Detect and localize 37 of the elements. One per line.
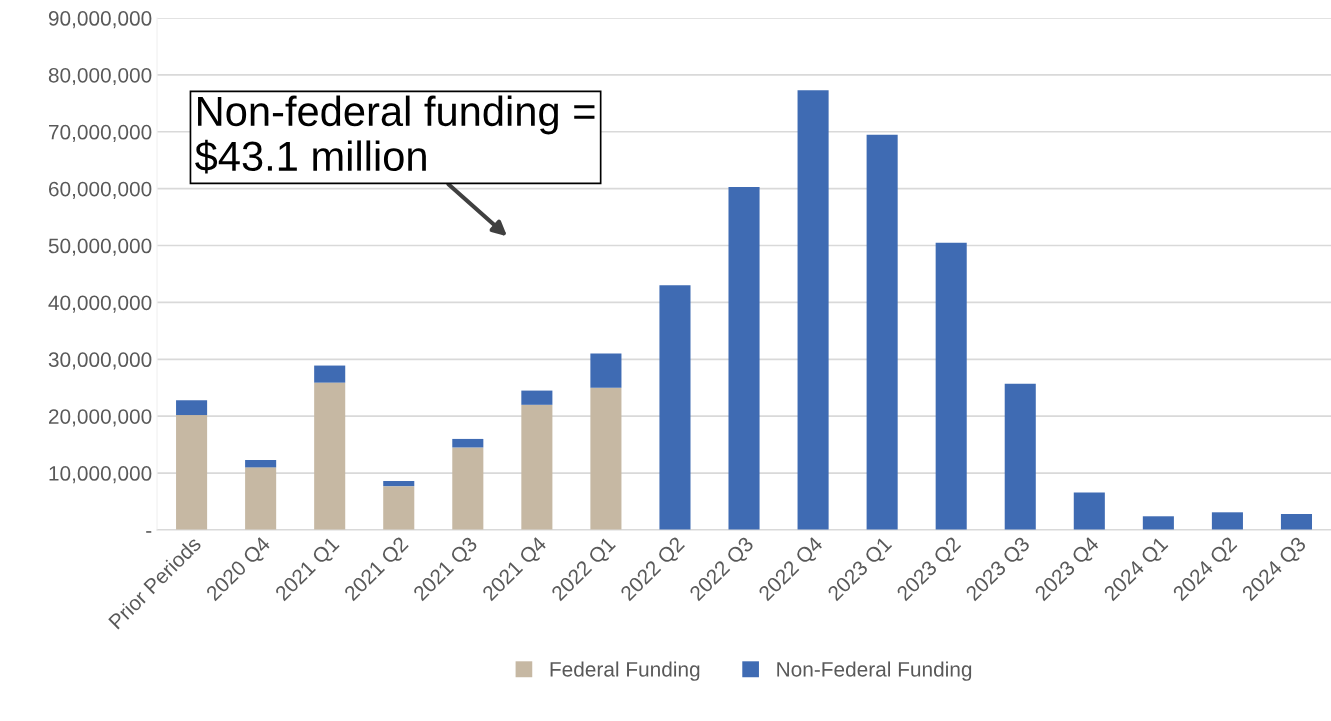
bar [590,387,622,530]
bar [383,481,415,487]
legend-label: Non-Federal Funding [777,661,972,681]
bar [1004,383,1036,530]
bar [797,90,829,530]
y-tick-label: 90,000,000 [48,11,152,29]
y-tick-label: - [146,531,152,533]
y-tick-label: 30,000,000 [48,352,152,370]
bar [245,459,277,468]
bar [521,390,553,405]
y-tick-label: 60,000,000 [49,181,152,199]
y-tick-label: 10,000,000 [49,466,152,484]
bar [176,400,208,416]
bar [383,486,415,530]
bar [866,134,898,530]
bar [1280,514,1313,530]
y-tick-label: 20,000,000 [48,409,152,427]
annotation: Non-federal funding = $43.1 million [195,95,595,174]
bar [314,365,346,383]
y-tick-label: 40,000,000 [48,295,152,313]
bar [1211,512,1243,530]
bar [590,353,622,388]
bar [452,438,484,448]
bar [521,404,553,530]
bar [659,285,691,530]
bar [728,186,760,530]
bar [176,415,208,530]
bar [314,382,346,530]
y-tick-label: 50,000,000 [48,238,152,256]
y-tick-label: 80,000,000 [48,67,152,86]
bar [245,467,277,530]
bar [1142,516,1174,530]
bar [452,447,484,530]
bar [935,242,967,530]
bar [1073,492,1105,530]
y-tick-label: 70,000,000 [49,124,152,142]
legend-label: Federal Funding [550,661,700,681]
